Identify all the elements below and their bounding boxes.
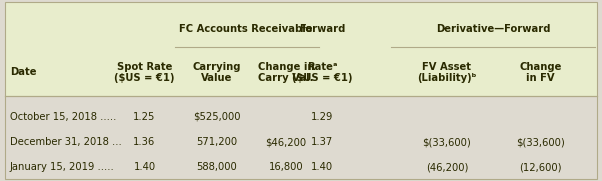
Bar	[5, 96, 597, 179]
Text: (46,200): (46,200)	[426, 162, 468, 172]
Text: January 15, 2019 .....: January 15, 2019 .....	[10, 162, 114, 172]
Text: 588,000: 588,000	[196, 162, 237, 172]
Text: December 31, 2018 ...: December 31, 2018 ...	[10, 137, 122, 147]
Text: $(33,600): $(33,600)	[516, 137, 565, 147]
Text: 1.37: 1.37	[311, 137, 333, 147]
Text: Derivative—Forward: Derivative—Forward	[436, 24, 551, 34]
Text: Rateᵃ
($US = €1): Rateᵃ ($US = €1)	[292, 62, 352, 83]
Text: FC Accounts Receivable: FC Accounts Receivable	[179, 24, 312, 34]
Text: 1.25: 1.25	[133, 112, 156, 122]
Text: $(33,600): $(33,600)	[423, 137, 471, 147]
Text: Carrying
Value: Carrying Value	[193, 62, 241, 83]
Text: FV Asset
(Liability)ᵇ: FV Asset (Liability)ᵇ	[417, 62, 477, 83]
Text: Spot Rate
($US = €1): Spot Rate ($US = €1)	[114, 62, 175, 83]
Text: Change
in FV: Change in FV	[519, 62, 562, 83]
Text: 571,200: 571,200	[196, 137, 237, 147]
Text: $525,000: $525,000	[193, 112, 240, 122]
Text: 1.40: 1.40	[311, 162, 333, 172]
Text: Forward: Forward	[299, 24, 346, 34]
Text: (12,600): (12,600)	[519, 162, 562, 172]
Text: 1.36: 1.36	[134, 137, 155, 147]
Text: October 15, 2018 .....: October 15, 2018 .....	[10, 112, 116, 122]
Bar	[5, 2, 597, 96]
Text: 1.29: 1.29	[311, 112, 334, 122]
Text: Date: Date	[10, 67, 36, 77]
Text: Change in
Carry Val.: Change in Carry Val.	[258, 62, 314, 83]
Text: 16,800: 16,800	[268, 162, 303, 172]
Text: 1.40: 1.40	[134, 162, 155, 172]
Text: $46,200: $46,200	[265, 137, 306, 147]
